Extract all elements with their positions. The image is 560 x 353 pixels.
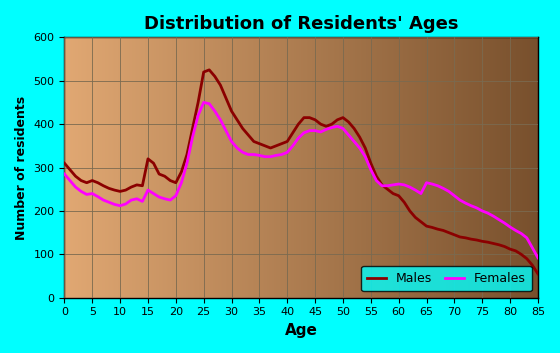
Title: Distribution of Residents' Ages: Distribution of Residents' Ages — [144, 15, 459, 33]
X-axis label: Age: Age — [284, 323, 318, 338]
Legend: Males, Females: Males, Females — [361, 266, 531, 292]
Y-axis label: Number of residents: Number of residents — [15, 95, 28, 240]
